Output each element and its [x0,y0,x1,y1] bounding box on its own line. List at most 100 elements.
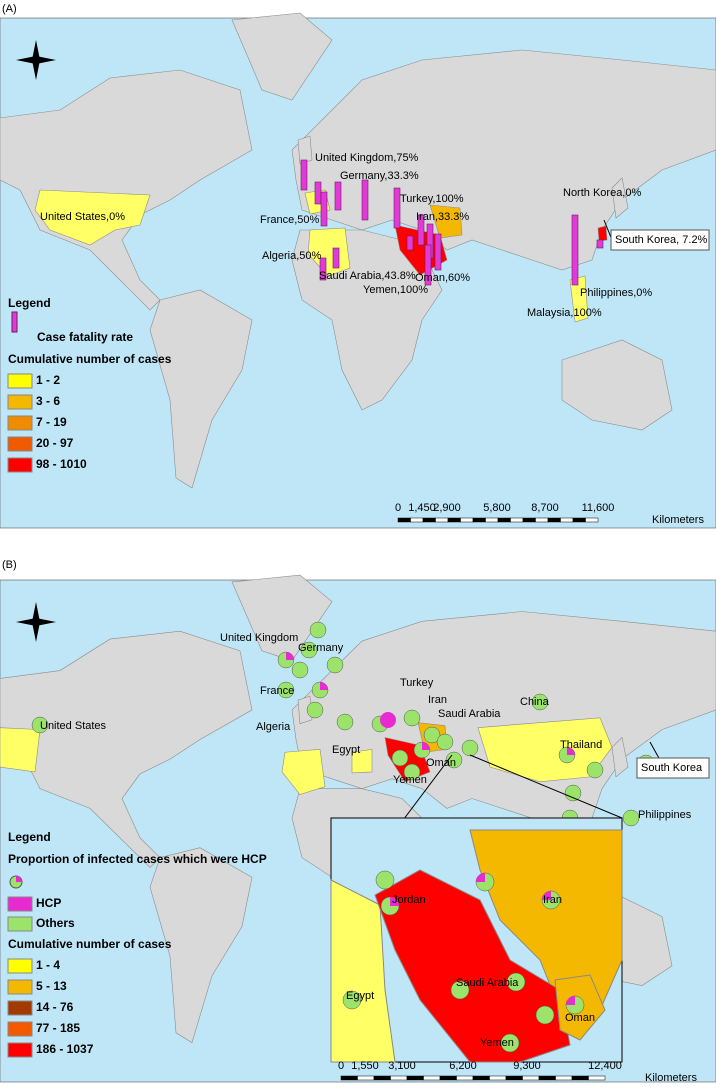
country-label: France,50% [260,214,320,226]
legend-label: 7 - 19 [36,415,67,429]
inset-label: Egypt [346,990,374,1002]
legend-swatch [7,916,33,932]
country-label: Thailand [560,739,602,751]
scale-label: 0 [338,1060,344,1072]
scale-segment [472,1075,490,1081]
legend-label: 1 - 4 [36,958,60,972]
pie-chart [564,784,582,802]
scale-segment [588,1075,606,1081]
callout-label: South Korea, 7.2% [615,234,708,246]
fatality-bar [319,257,327,281]
pie-slice [567,747,575,755]
scale-label: 2,900 [433,502,461,514]
pie-slice [542,891,551,900]
legend-label: 5 - 13 [36,979,67,993]
country-label: Philippines,0% [580,287,652,299]
pie-chart [309,621,327,639]
legend-title: Legend [8,830,51,844]
legend-swatch [7,1000,33,1016]
pie-chart [500,1033,520,1053]
country-label: Oman [426,757,456,769]
scale-segment [585,517,599,523]
scale-segment [460,517,474,523]
pie-chart [535,1005,555,1025]
legend-label: 186 - 1037 [36,1042,94,1056]
country-region [477,717,613,783]
legend-swatch [7,457,33,473]
country-label: Malaysia,100% [527,307,602,319]
country-region [597,225,608,242]
legend-swatch [7,1042,33,1058]
legend-pie-slice [16,876,22,882]
landmass [149,289,253,489]
scale-label: 9,300 [513,1060,541,1072]
scale-segment [505,1075,523,1081]
panel-tag: (B) [2,559,17,571]
pie-chart [306,701,324,719]
callout-label: South Korea [641,762,703,774]
inset-region [374,869,571,1063]
pie-chart [450,980,470,1000]
fatality-bar [571,214,579,286]
scale-segment [373,1075,391,1081]
landmass [0,630,253,868]
legend-swatch [7,1021,33,1037]
inset-label: Jordan [392,894,426,906]
scale-label: 3,100 [388,1060,416,1072]
scale-label: 5,800 [483,502,511,514]
country-label: Egypt [332,744,360,756]
legend-bar [11,311,18,333]
inset-leader [469,754,623,819]
scale-unit: Kilometers [645,1072,697,1084]
pie-slice [286,652,294,660]
scale-segment [410,517,424,523]
scale-segment [439,1075,457,1081]
fatality-bar [434,233,442,271]
country-label: Saudi Arabia [438,708,501,720]
landmass [297,135,313,165]
scale-segment [447,517,461,523]
fatality-bar [596,239,604,249]
landmass [611,736,629,778]
country-label: Germany [298,642,344,654]
pie-chart [531,693,549,711]
landmass [0,69,253,311]
callout-box [636,757,710,779]
landmass [231,12,333,101]
fatality-bar [424,244,432,286]
country-label: Saudi Arabia,43.8% [319,270,416,282]
country-label: Iran [428,694,447,706]
fatality-bar [320,191,328,227]
callout-box [610,229,710,251]
scale-segment [538,1075,556,1081]
pie-chart [586,761,604,779]
country-region [281,748,326,795]
scale-label: 1,450 [408,502,436,514]
pie-chart [291,661,309,679]
country-region [0,727,41,773]
country-label: Iran,33.3% [416,211,469,223]
scale-segment [522,517,536,523]
fatality-bar [300,159,308,191]
scale-segment [397,517,411,523]
country-region [429,204,463,239]
pie-chart [403,709,421,727]
country-region [351,748,373,774]
legend-classes-title: Cumulative number of cases [8,352,172,366]
country-label: United Kingdom,75% [315,152,419,164]
pie-chart [506,972,526,992]
legend-label: 3 - 6 [36,394,60,408]
pie-chart [380,712,396,728]
scale-label: 6,200 [449,1060,477,1072]
pie-slice [566,996,575,1005]
callout-line [649,741,661,761]
landmass [561,339,673,431]
country-label: Philippines [638,809,692,821]
legend-label: HCP [36,896,61,910]
pie-chart [391,749,409,767]
pie-chart [445,751,463,769]
scale-segment [340,1075,358,1081]
scale-segment [555,1075,573,1081]
scale-segment [485,517,499,523]
scale-segment [422,517,436,523]
